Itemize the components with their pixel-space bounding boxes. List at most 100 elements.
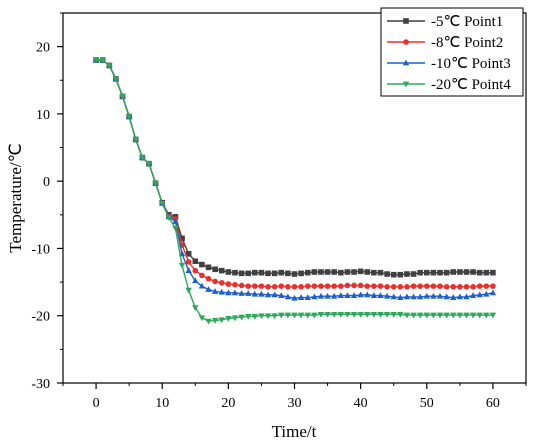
series-2-point xyxy=(437,283,443,289)
series-3-point xyxy=(423,292,430,299)
series-4-point xyxy=(152,180,159,187)
series-3-point xyxy=(456,293,464,300)
series-3-point xyxy=(218,288,225,295)
series-2-point xyxy=(384,284,390,290)
series-4-point xyxy=(436,312,444,319)
series-4-point xyxy=(125,114,133,120)
series-4-point xyxy=(278,312,285,319)
series-3-point xyxy=(258,290,265,297)
series-3-point xyxy=(311,293,318,300)
series-4-point xyxy=(403,312,411,319)
series-4-point xyxy=(112,76,120,83)
series-2-point xyxy=(304,283,311,289)
series-2-point xyxy=(377,283,384,289)
series-4-point xyxy=(231,315,239,322)
legend-label: -10℃ Point3 xyxy=(431,56,511,72)
series-3-point xyxy=(383,292,391,299)
series-3-point xyxy=(489,289,497,296)
series-4-point xyxy=(410,312,417,319)
series-1-point xyxy=(357,268,364,275)
series-2-point xyxy=(298,284,304,290)
series-3-point xyxy=(192,277,199,284)
series-3-point xyxy=(211,288,219,294)
series-1-point xyxy=(271,270,278,277)
series-2-point xyxy=(404,284,410,290)
series-3-point xyxy=(185,267,192,274)
series-1-point xyxy=(423,269,430,276)
series-4-point xyxy=(205,318,212,325)
series-4-point xyxy=(139,155,146,162)
series-2-point xyxy=(390,284,397,290)
series-2-point xyxy=(490,283,496,289)
series-1-point xyxy=(476,269,483,276)
series-2-point xyxy=(417,283,423,289)
series-4-point xyxy=(397,311,404,318)
series-4-point xyxy=(284,312,292,319)
series-3-point xyxy=(337,292,344,298)
series-1-point xyxy=(443,269,450,276)
series-3-point xyxy=(403,293,411,300)
series-1-point xyxy=(437,269,443,276)
series-3-point xyxy=(284,293,292,300)
series-4-point xyxy=(350,311,358,318)
series-3-point xyxy=(443,293,450,300)
legend-swatch-marker xyxy=(403,18,409,24)
series-3-point xyxy=(357,291,364,298)
series-4-point xyxy=(92,57,100,64)
series-2-point xyxy=(463,284,470,290)
series-2-point xyxy=(430,283,437,289)
series-3-point xyxy=(238,290,245,296)
series-4-point xyxy=(311,312,318,319)
series-3-point xyxy=(430,292,437,299)
series-2-point xyxy=(457,284,463,290)
series-1-point xyxy=(457,269,463,275)
series-4-point xyxy=(145,161,153,168)
series-2-point xyxy=(371,283,377,289)
series-1-point xyxy=(364,269,371,275)
series-2-point xyxy=(291,284,298,290)
series-2-point xyxy=(185,259,192,265)
series-2-point xyxy=(443,284,450,290)
series-4-point xyxy=(330,311,338,318)
series-1-point xyxy=(377,269,384,276)
series-1-point xyxy=(179,235,185,242)
series-1-point xyxy=(371,269,377,276)
series-2-point xyxy=(344,282,351,289)
series-layer xyxy=(92,56,497,325)
series-1-point xyxy=(338,269,344,276)
series-4-point xyxy=(364,311,371,318)
series-4-point xyxy=(238,314,245,321)
legend-swatch-marker xyxy=(402,59,410,66)
series-2-point xyxy=(192,267,199,274)
series-4-point xyxy=(370,311,378,318)
series-3-point xyxy=(271,291,278,298)
series-1-point xyxy=(318,269,324,275)
series-4-point xyxy=(159,200,166,207)
series-4-point xyxy=(225,316,232,322)
series-1-point xyxy=(404,271,410,277)
series-1-point xyxy=(331,269,337,275)
series-4-point xyxy=(264,313,272,320)
series-3-point xyxy=(463,293,470,300)
series-1-point xyxy=(450,269,457,275)
legend-label: -5℃ Point1 xyxy=(431,14,503,30)
series-4-point xyxy=(337,311,344,318)
series-4-point xyxy=(165,215,173,221)
series-4-point xyxy=(377,311,384,318)
series-4-point xyxy=(317,311,325,318)
series-3-point xyxy=(397,294,404,300)
series-1-point xyxy=(470,269,476,275)
series-4-point xyxy=(178,262,186,269)
series-2-point xyxy=(205,275,212,282)
series-3-point xyxy=(364,291,371,298)
y-tick-label: 0 xyxy=(43,175,50,190)
series-4-point xyxy=(258,313,265,320)
series-1-point xyxy=(483,269,490,276)
series-3-point xyxy=(205,286,212,292)
series-4-point xyxy=(99,57,106,64)
series-3-point xyxy=(390,293,397,300)
x-tick-label: 0 xyxy=(93,396,100,411)
series-1-point xyxy=(430,269,437,276)
legend-label: -8℃ Point2 xyxy=(431,35,503,51)
